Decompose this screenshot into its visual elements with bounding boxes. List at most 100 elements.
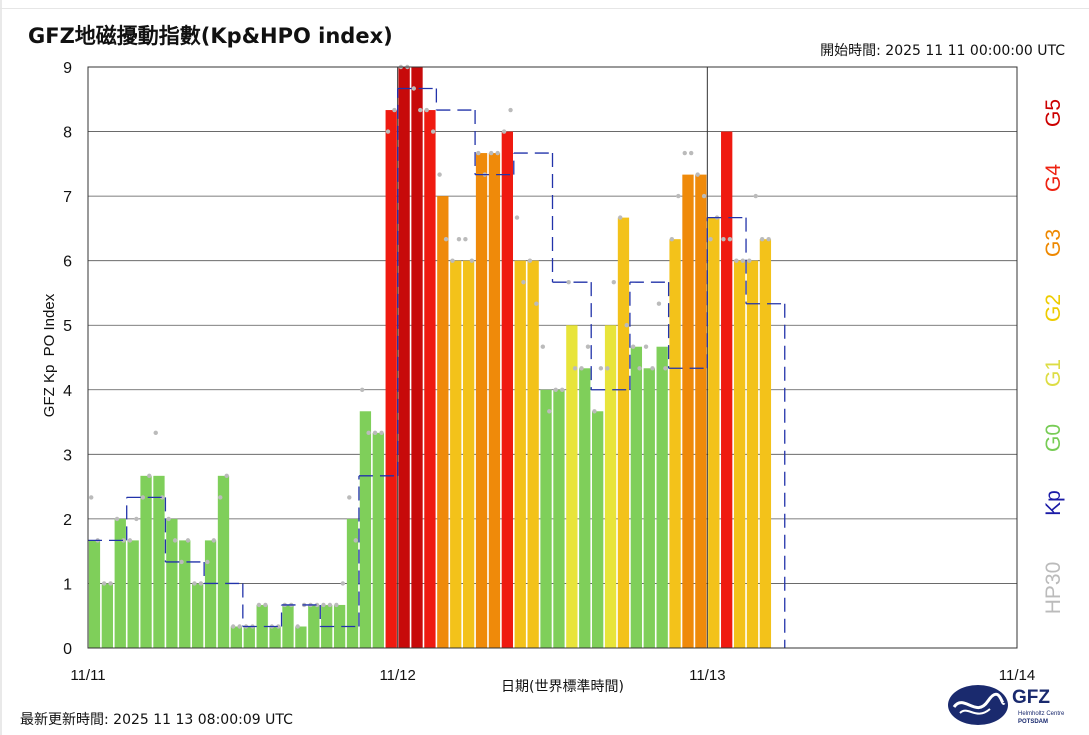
hp60-bar [269, 626, 281, 648]
hp30-point [147, 473, 152, 479]
hp60-bar [630, 346, 643, 648]
hp30-point [256, 602, 262, 608]
legend-g1: G1 [1042, 359, 1065, 387]
hp30-point [443, 236, 449, 242]
gfz-logo-sub2: POTSDAM [1018, 719, 1048, 725]
hp60-bar [424, 110, 436, 649]
hp30-point [185, 538, 191, 543]
hp30-point [643, 344, 649, 349]
hp60-bar [695, 174, 707, 648]
hp60-bar [204, 540, 217, 648]
hp30-point [759, 236, 765, 242]
hp30-point [263, 602, 268, 608]
y-tick-label: 7 [63, 189, 72, 206]
legend-g4: G4 [1042, 164, 1065, 192]
hp30-point [630, 344, 636, 349]
hp30-point [695, 172, 700, 177]
hp60-bar [256, 604, 268, 648]
hp30-point [495, 150, 500, 156]
hp30-point [127, 538, 133, 543]
hp30-point [230, 624, 236, 629]
hp30-point [663, 366, 668, 371]
hp30-point [540, 344, 546, 349]
gfz-logo-sub1: Helmholtz Centre [1018, 711, 1065, 717]
gfz-logo-text: GFZ [1012, 687, 1050, 708]
hp30-point [605, 366, 610, 371]
y-tick-label: 1 [63, 576, 72, 593]
y-tick-label: 5 [63, 318, 72, 335]
x-tick-label: 11/13 [689, 667, 725, 684]
hp60-bar [540, 389, 552, 648]
hp30-point [676, 193, 681, 199]
y-tick-label: 0 [63, 641, 72, 658]
hp60-bar [372, 432, 384, 648]
hp60-bar [308, 604, 320, 648]
hp60-bar [475, 153, 488, 648]
hp30-point [340, 581, 346, 586]
hp60-bar [592, 411, 604, 648]
hp30-point [314, 602, 320, 608]
hp30-point [572, 366, 578, 371]
hp30-point [566, 279, 571, 285]
plot-border [87, 66, 1018, 649]
hp60-bar [759, 239, 772, 648]
hp30-point [418, 107, 423, 113]
hp30-point [534, 301, 539, 306]
legend-g3: G3 [1042, 229, 1065, 257]
hp30-point [721, 236, 726, 242]
hp60-bar [282, 604, 294, 648]
hp60-bar [153, 475, 165, 648]
hp30-point [689, 150, 694, 156]
hp30-point [166, 516, 171, 522]
hp60-bar [669, 239, 681, 648]
hp60-bar [346, 518, 359, 648]
y-tick-label: 9 [63, 60, 72, 77]
hp60-bar [566, 325, 578, 648]
hp30-point [456, 236, 462, 242]
legend-g5: G5 [1042, 99, 1065, 127]
hp60-bar [721, 131, 733, 649]
hp30-point [734, 258, 739, 263]
hp30-point [334, 602, 339, 608]
hp60-bar [437, 196, 449, 648]
hp60-bar [398, 67, 410, 648]
hp30-point [198, 581, 204, 586]
hp30-point [347, 495, 352, 500]
hp30-point [411, 86, 416, 91]
hp30-point [747, 258, 752, 263]
hp30-point [521, 279, 526, 285]
hp30-point [740, 258, 746, 263]
hp60-bar [166, 518, 178, 648]
hp30-point [430, 129, 436, 134]
hp60-bar [514, 260, 526, 648]
hp30-point [295, 624, 300, 629]
hp60-bar [230, 626, 243, 648]
hp30-point [372, 430, 378, 436]
hp30-point [708, 236, 713, 242]
hp30-point [508, 107, 513, 113]
y-tick-label: 8 [63, 125, 72, 142]
hp30-point [218, 495, 223, 500]
hp30-point [211, 538, 217, 543]
hp60-bar [450, 260, 462, 648]
hp60-bar [527, 260, 539, 648]
y-tick-label: 6 [63, 254, 72, 271]
hp30-point [101, 581, 107, 586]
hp30-point [379, 430, 384, 436]
hp60-bar [243, 626, 255, 648]
hp30-point [450, 258, 455, 263]
x-tick-label: 11/11 [70, 667, 105, 684]
hp30-point [321, 602, 326, 608]
hp60-bar [462, 260, 475, 648]
hp60-bar [553, 389, 565, 648]
hp30-point [682, 150, 687, 156]
chart-title: GFZ地磁擾動指數(Kp&HPO index) [28, 24, 393, 48]
hp30-point [463, 236, 468, 242]
hp30-point [579, 366, 584, 371]
y-tick-label: 3 [63, 447, 72, 464]
hp30-point [669, 236, 675, 242]
hp30-point [121, 538, 126, 543]
hp30-point [559, 387, 565, 392]
y-axis-label: GFZ Kp PO Index [41, 293, 58, 417]
